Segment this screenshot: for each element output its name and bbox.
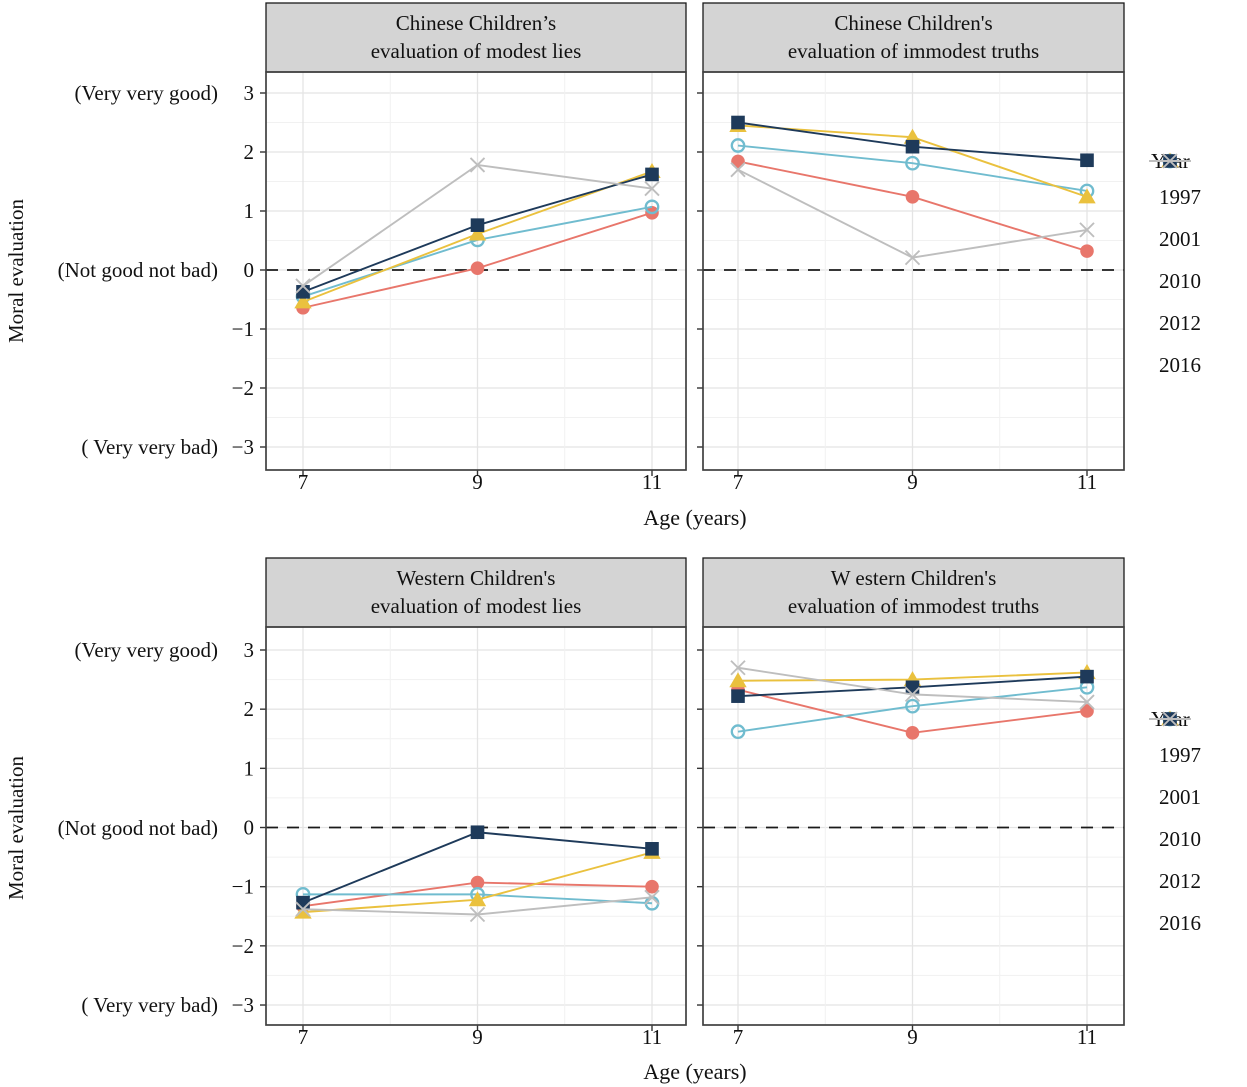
- x-tick-label: 11: [642, 1025, 662, 1049]
- y-annotation-very-bad-bottom: ( Very very bad): [81, 993, 218, 1017]
- legend-key-2016-x-icon: [1149, 153, 1191, 169]
- y-tick-label: 2: [244, 697, 255, 721]
- legend-item-2016: 2016: [1147, 711, 1247, 938]
- x-axis-title-top: Age (years): [643, 505, 747, 530]
- panel-western-immodest-truths: W estern Children's evaluation of immodes…: [697, 557, 1125, 1049]
- y-annotation-very-bad-top: ( Very very bad): [81, 435, 218, 459]
- panel-title: Western Children's evaluation of modest l…: [371, 566, 582, 618]
- x-axis-title-bottom: Age (years): [643, 1059, 747, 1084]
- y-annotation-neutral-bottom: (Not good not bad): [57, 816, 218, 840]
- legend-label: 2001: [1159, 226, 1201, 251]
- y-tick-label: 3: [244, 81, 255, 105]
- legend-label: 2016: [1159, 352, 1201, 377]
- x-tick-label: 9: [472, 1025, 483, 1049]
- panel-title: W estern Children's evaluation of immodes…: [788, 566, 1039, 618]
- legend-item-2001: 2001: [1147, 711, 1247, 812]
- legend-item-2016: 2016: [1147, 153, 1247, 380]
- legend-item-2001: 2001: [1147, 153, 1247, 254]
- legend-item-1997: 1997: [1147, 712, 1247, 770]
- x-tick-label: 7: [298, 1025, 309, 1049]
- legend-label: 2001: [1159, 784, 1201, 809]
- panel-title: Chinese Children’s evaluation of modest l…: [371, 11, 582, 63]
- legend-label: 1997: [1159, 184, 1201, 209]
- x-tick-label: 7: [298, 470, 309, 494]
- x-tick-label: 11: [1077, 470, 1097, 494]
- legend-label: 1997: [1159, 742, 1201, 767]
- x-tick-label: 9: [907, 470, 918, 494]
- legend-item-2012: 2012: [1147, 712, 1247, 896]
- panel-chinese-modest-lies: Chinese Children’s evaluation of modest l…: [232, 2, 687, 494]
- y-tick-label: 2: [244, 140, 255, 164]
- y-tick-label: −2: [232, 934, 254, 958]
- legend-label: 2012: [1159, 868, 1201, 893]
- x-tick-label: 7: [733, 470, 744, 494]
- y-tick-label: −3: [232, 993, 254, 1017]
- legend-key-2016-x-icon: [1149, 711, 1191, 727]
- legend-label: 2010: [1159, 826, 1201, 851]
- legend-item-1997: 1997: [1147, 154, 1247, 212]
- legend-top: Year 1997 2001 2010 2012 2016: [1147, 146, 1247, 392]
- legend-bottom: Year 1997 2001 2010 2012 2016: [1147, 704, 1247, 950]
- x-tick-label: 7: [733, 1025, 744, 1049]
- y-annotation-very-good-top: (Very very good): [74, 81, 218, 105]
- y-tick-label: 1: [244, 756, 255, 780]
- y-tick-label: 3: [244, 638, 255, 662]
- y-tick-label: 0: [244, 258, 255, 282]
- x-tick-label: 11: [642, 470, 662, 494]
- panel-title: Chinese Children's evaluation of immodest…: [788, 11, 1039, 63]
- y-annotation-neutral-top: (Not good not bad): [57, 258, 218, 282]
- y-tick-label: −3: [232, 435, 254, 459]
- y-tick-label: −1: [232, 875, 254, 899]
- panel-western-modest-lies: Western Children's evaluation of modest l…: [232, 557, 687, 1049]
- legend-item-2012: 2012: [1147, 154, 1247, 338]
- y-annotation-very-good-bottom: (Very very good): [74, 638, 218, 662]
- y-tick-label: 0: [244, 816, 255, 840]
- y-tick-label: −2: [232, 376, 254, 400]
- legend-label: 2016: [1159, 910, 1201, 935]
- legend-label: 2012: [1159, 310, 1201, 335]
- legend-item-2010: 2010: [1147, 710, 1247, 854]
- y-tick-label: 1: [244, 199, 255, 223]
- legend-item-2010: 2010: [1147, 152, 1247, 296]
- y-tick-label: −1: [232, 317, 254, 341]
- panel-chinese-immodest-truths: Chinese Children's evaluation of immodest…: [697, 2, 1125, 494]
- legend-label: 2010: [1159, 268, 1201, 293]
- x-tick-label: 9: [907, 1025, 918, 1049]
- x-tick-label: 11: [1077, 1025, 1097, 1049]
- x-tick-label: 9: [472, 470, 483, 494]
